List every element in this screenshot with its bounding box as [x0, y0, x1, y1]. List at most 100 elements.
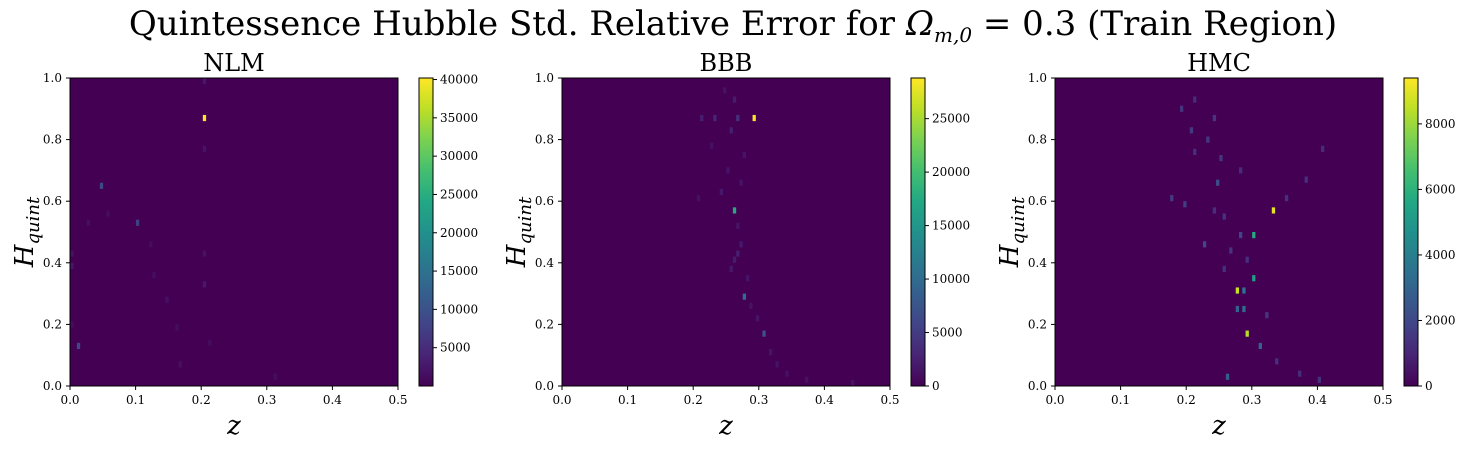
nlm-xtick-label-2: 0.2 [192, 393, 211, 407]
figure-title-prefix: Quintessence Hubble Std. Relative Error … [128, 4, 906, 44]
hmc-bin-17 [1212, 114, 1217, 122]
hmc-bin-24 [1321, 145, 1325, 152]
bbb-bin-5 [713, 114, 717, 122]
nlm-bin-11 [152, 272, 156, 279]
nlm-bin-0 [202, 114, 207, 122]
nlm-title: NLM [203, 49, 265, 77]
hmc-bin-11 [1202, 241, 1207, 248]
hmc-bin-3 [1252, 232, 1256, 239]
hmc-bin-13 [1183, 201, 1187, 208]
hmc-bin-32 [1239, 167, 1243, 174]
bbb-bin-24 [723, 87, 727, 94]
bbb-bin-10 [732, 256, 737, 263]
nlm-cbar-tick-label-1: 10000 [440, 302, 478, 316]
hmc-ylabel: Hquint [995, 196, 1029, 268]
nlm-xtick-label-1: 0.1 [126, 393, 145, 407]
hmc-bin-30 [1212, 207, 1217, 214]
bbb-xtick-label-1: 0.1 [618, 393, 637, 407]
hmc-bin-20 [1229, 247, 1233, 254]
hmc-bin-10 [1216, 179, 1220, 186]
hmc-cbar-tick-label-0: 0 [1425, 379, 1433, 393]
hmc-bin-1 [1235, 287, 1240, 294]
hmc-bin-2 [1245, 330, 1249, 337]
hmc-bin-33 [1222, 265, 1226, 273]
nlm-ytick-label-4: 0.8 [43, 133, 62, 147]
nlm-cbar-tick-label-4: 25000 [440, 187, 478, 201]
bbb-ylabel-sub: quint [515, 196, 536, 244]
bbb-xtick-label-2: 0.2 [684, 393, 703, 407]
bbb-xtick-label-3: 0.3 [749, 393, 768, 407]
bbb-bin-0 [752, 114, 756, 122]
hmc-cbar-tick-label-3: 6000 [1425, 182, 1456, 196]
nlm-bin-12 [86, 219, 91, 226]
hmc-bin-18 [1179, 105, 1184, 112]
bbb-bin-25 [696, 195, 701, 202]
nlm-ytick-label-5: 1.0 [43, 71, 62, 85]
nlm-bin-4 [202, 78, 207, 85]
bbb-xtick-label-0: 0.0 [552, 393, 571, 407]
bbb-xtick-label-4: 0.4 [815, 393, 834, 407]
hmc-bin-28 [1298, 370, 1302, 377]
nlm-cbar-tick-label-2: 15000 [440, 264, 478, 278]
bbb-bin-4 [736, 114, 740, 122]
hmc-bin-4 [1252, 275, 1256, 282]
hmc-xtick-label-0: 0.0 [1045, 393, 1064, 407]
hmc-ylabel-main: H [995, 243, 1025, 268]
bbb-bin-20 [785, 370, 789, 377]
bbb-ytick-label-5: 1.0 [535, 71, 554, 85]
bbb-bin-19 [775, 361, 779, 368]
hmc-bin-22 [1193, 148, 1197, 155]
bbb-cbar-tick-label-0: 0 [932, 379, 940, 393]
hmc-bin-14 [1170, 195, 1174, 202]
nlm-bin-7 [70, 250, 74, 257]
nlm-plot-background [70, 78, 398, 386]
bbb-cbar-tick-label-1: 5000 [932, 326, 963, 340]
bbb-bin-15 [739, 179, 743, 186]
bbb-bin-6 [700, 114, 704, 122]
nlm-bin-18 [149, 241, 153, 248]
bbb-colorbar [910, 77, 926, 387]
hmc-bin-0 [1271, 207, 1276, 214]
bbb-bin-3 [762, 330, 766, 337]
hmc-ytick-label-5: 1.0 [1028, 71, 1047, 85]
hmc-ytick-label-0: 0.0 [1028, 379, 1047, 393]
nlm-bin-9 [202, 281, 207, 288]
hmc-ylabel-sub: quint [1008, 196, 1029, 244]
nlm-cbar-tick-label-7: 40000 [440, 73, 478, 87]
figure-title-suffix: (Train Region) [1076, 4, 1338, 44]
hmc-plot-background [1055, 78, 1383, 386]
bbb-cbar-tick-label-4: 20000 [932, 165, 970, 179]
nlm-axes-frame [69, 77, 399, 387]
nlm-cbar-tick-label-3: 20000 [440, 226, 478, 240]
bbb-bin-28 [709, 142, 714, 149]
hmc-bin-8 [1258, 342, 1262, 350]
bbb-bin-14 [726, 167, 730, 174]
bbb-bin-21 [749, 302, 753, 309]
hmc-bin-5 [1242, 287, 1246, 294]
hmc-cbar-tick-label-1: 2000 [1425, 313, 1456, 327]
nlm-ytick-label-0: 0.0 [43, 379, 62, 393]
nlm-ylabel: Hquint [10, 196, 44, 268]
heatmap-bbb: BBB 0.0 0.1 0.2 0.3 0.4 0.5 0.0 0.2 0.4 0.6 0.8 1.0 z… [502, 49, 970, 441]
figure-title-subscript: m,0 [934, 23, 973, 47]
hmc-xtick-label-1: 0.1 [1111, 393, 1130, 407]
nlm-xtick-label-0: 0.0 [60, 393, 79, 407]
hmc-bin-27 [1275, 358, 1279, 365]
hmc-bin-12 [1239, 232, 1243, 239]
nlm-xlabel: z [226, 411, 241, 441]
nlm-cbar-tick-label-5: 30000 [440, 149, 478, 163]
hmc-bin-16 [1206, 136, 1210, 143]
bbb-cbar-tick-label-2: 10000 [932, 272, 970, 286]
hmc-bin-9 [1225, 373, 1230, 380]
bbb-bin-27 [805, 376, 809, 383]
hmc-cbar-tick-label-4: 8000 [1425, 117, 1456, 131]
nlm-xtick-label-4: 0.4 [323, 393, 342, 407]
hmc-xtick-label-2: 0.2 [1177, 393, 1196, 407]
bbb-bin-2 [742, 293, 747, 300]
bbb-ytick-label-1: 0.2 [535, 317, 554, 331]
heatmap-hmc: HMC 0.0 0.1 0.2 0.3 0.4 0.5 0.0 0.2 0.4 0.6 0.8 1.0 z… [995, 49, 1456, 441]
figure-title-equals: = 0.3 [972, 4, 1077, 44]
nlm-bin-19 [208, 339, 212, 346]
bbb-bin-13 [719, 188, 724, 196]
nlm-bin-1 [99, 182, 104, 189]
